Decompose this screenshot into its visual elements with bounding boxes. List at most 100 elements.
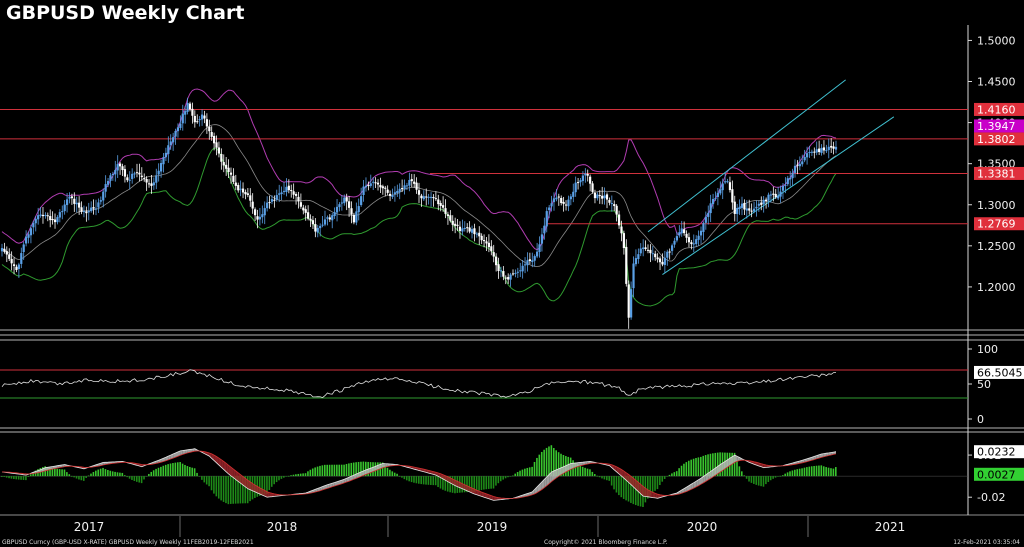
- candle: [355, 211, 358, 223]
- macd-value-label-box: [974, 445, 1024, 459]
- candle: [167, 145, 170, 154]
- candle: [531, 260, 534, 263]
- macd-histogram-bar: [740, 471, 743, 477]
- macd-ribbon-segment: [385, 463, 388, 467]
- candle: [466, 227, 469, 229]
- macd-histogram-bar: [270, 476, 273, 487]
- candle: [569, 196, 572, 200]
- macd-ribbon-segment: [243, 476, 246, 487]
- candle: [675, 236, 679, 241]
- macd-signal-line: [1, 450, 837, 499]
- macd-histogram-bar: [683, 463, 685, 477]
- level-value-label: 1.3802: [977, 133, 1016, 146]
- candle: [273, 199, 276, 201]
- macd-histogram-bar: [323, 464, 326, 477]
- candle: [726, 181, 729, 183]
- candle: [70, 196, 74, 199]
- candle: [586, 174, 589, 176]
- macd-histogram-bar: [512, 475, 514, 477]
- macd-histogram-bar: [632, 476, 635, 505]
- macd-histogram-bar: [15, 476, 18, 480]
- price-panel[interactable]: [0, 79, 968, 329]
- macd-ribbon-segment: [361, 470, 364, 477]
- macd-histogram-bar: [150, 471, 153, 477]
- macd-ribbon-segment: [182, 450, 186, 455]
- macd-histogram-bar: [675, 471, 678, 477]
- macd-histogram-bar: [403, 476, 406, 480]
- candle: [470, 229, 474, 233]
- macd-histogram-bar: [179, 462, 181, 477]
- candle: [22, 244, 25, 253]
- candle: [420, 195, 423, 199]
- macd-histogram-bar: [227, 476, 230, 505]
- macd-histogram-bar: [757, 476, 760, 486]
- candle: [707, 212, 710, 217]
- macd-ribbon-segment: [257, 486, 260, 494]
- macd-ribbon-segment: [693, 481, 697, 489]
- candle: [622, 233, 625, 249]
- macd-histogram-bar: [526, 467, 529, 477]
- macd-histogram-bar: [528, 467, 531, 477]
- candle: [733, 201, 736, 214]
- macd-histogram-bar: [63, 469, 66, 477]
- macd-ribbon-segment: [264, 490, 268, 498]
- macd-histogram-bar: [584, 467, 586, 477]
- macd-histogram-bar: [697, 457, 700, 477]
- macd-histogram-bar: [478, 476, 480, 491]
- candle: [198, 119, 201, 121]
- candle: [34, 218, 37, 224]
- macd-ribbon-segment: [549, 471, 552, 484]
- macd-histogram-bar: [610, 476, 613, 486]
- macd-histogram-bar: [690, 459, 692, 477]
- candle: [393, 192, 396, 195]
- panel-structure: [0, 25, 1024, 516]
- macd-histogram-bar: [97, 469, 100, 477]
- macd-histogram-bar: [593, 474, 596, 477]
- candle: [736, 207, 739, 215]
- candle: [815, 149, 818, 153]
- candle: [834, 146, 838, 150]
- candle: [181, 113, 184, 124]
- macd-ribbon-segment: [631, 476, 634, 487]
- candle: [764, 199, 768, 202]
- candle: [564, 204, 568, 206]
- candle: [10, 258, 13, 264]
- candle: [53, 219, 57, 223]
- macd-histogram-bar: [671, 473, 673, 477]
- macd-ribbon-segment: [366, 469, 369, 475]
- macd-histogram-bar: [615, 476, 618, 493]
- x-axis-year-label: 2021: [875, 520, 906, 534]
- macd-histogram-bar: [577, 464, 579, 477]
- level-value-label: 1.4160: [977, 103, 1016, 116]
- macd-histogram-bar: [714, 452, 717, 477]
- candle: [350, 208, 353, 215]
- candle: [109, 175, 112, 181]
- candle: [721, 183, 724, 191]
- candle: [90, 207, 93, 212]
- macd-histogram-bar: [466, 476, 468, 493]
- candle: [398, 188, 401, 192]
- macd-histogram-bar: [155, 468, 157, 477]
- macd-histogram-bar: [772, 476, 774, 479]
- macd-histogram-bar: [822, 466, 825, 477]
- macd-panel[interactable]: [0, 445, 968, 508]
- candle: [3, 248, 6, 252]
- chart-title: GBPUSD Weekly Chart: [6, 2, 245, 24]
- macd-ribbon-segment: [375, 465, 378, 471]
- macd-histogram-bar: [446, 476, 449, 492]
- candle: [131, 173, 134, 179]
- macd-histogram-bar: [229, 476, 232, 504]
- macd-histogram-bar: [432, 476, 435, 486]
- macd-histogram-bar: [336, 464, 338, 477]
- macd-ribbon-segment: [648, 489, 651, 498]
- macd-histogram-bar: [326, 464, 329, 477]
- macd-histogram-bar: [189, 466, 191, 477]
- rsi-panel[interactable]: [0, 369, 968, 399]
- macd-histogram-bar: [673, 472, 676, 477]
- candle: [745, 208, 748, 211]
- candle: [379, 185, 382, 188]
- macd-ribbon-segment: [481, 492, 485, 498]
- macd-ribbon-segment: [628, 474, 632, 485]
- candle: [270, 199, 274, 202]
- candle: [617, 214, 621, 226]
